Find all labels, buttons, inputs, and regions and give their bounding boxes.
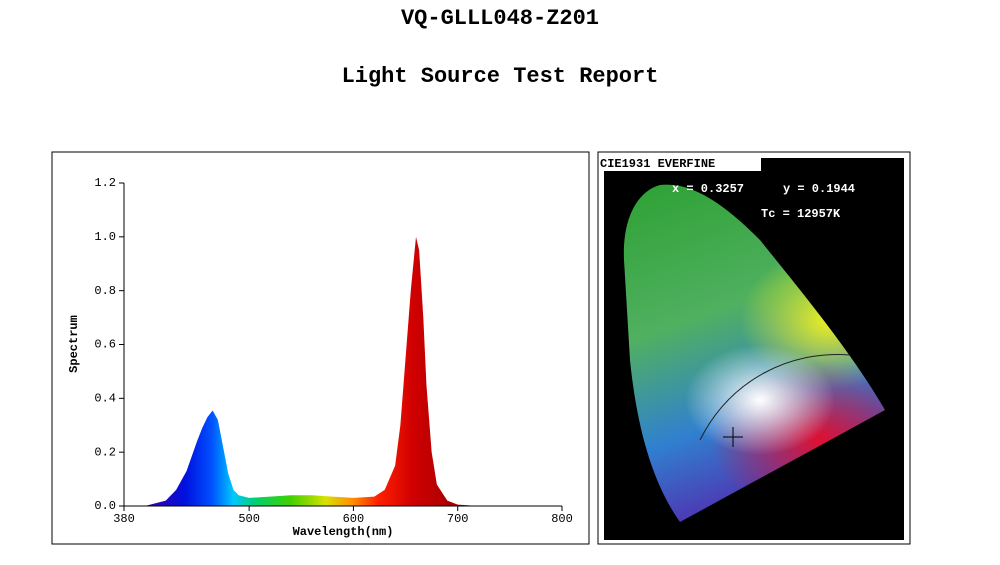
- x-tick-label: 700: [447, 512, 469, 526]
- cie-y: y = 0.1944: [783, 182, 855, 196]
- doc-subtitle: Light Source Test Report: [341, 64, 659, 89]
- y-axis-label: Spectrum: [67, 315, 81, 373]
- y-tick-label: 0.2: [94, 445, 116, 459]
- doc-title: VQ-GLLL048-Z201: [400, 6, 600, 31]
- x-tick-label: 500: [238, 512, 260, 526]
- chart-frame: [51, 151, 590, 545]
- x-tick-label: 600: [343, 512, 365, 526]
- planckian-locus: [699, 353, 851, 441]
- x-tick-label: 800: [551, 512, 573, 526]
- x-tick-label: 380: [113, 512, 135, 526]
- cie-tc: Tc = 12957K: [761, 207, 841, 221]
- y-tick-label: 1.2: [94, 176, 116, 190]
- cie-label-bg: [599, 155, 761, 171]
- y-tick-label: 0.4: [94, 392, 116, 406]
- cie-marker: [723, 427, 743, 447]
- y-tick-label: 0.6: [94, 338, 116, 352]
- y-tick-label: 0.0: [94, 499, 116, 513]
- y-tick-label: 0.8: [94, 284, 116, 298]
- x-axis-label: Wavelength(nm): [293, 525, 394, 539]
- y-tick-label: 1.0: [94, 230, 116, 244]
- cie-label: CIE1931 EVERFINE: [600, 157, 715, 171]
- cie-x: x = 0.3257: [672, 182, 744, 196]
